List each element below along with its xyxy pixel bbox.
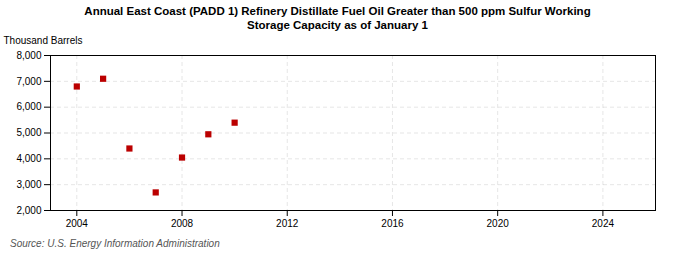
html-text:Source: U.S. Energy Informatio: Source: U.S. Energy Information Administ… [10, 237, 220, 249]
svg-text:8,000: 8,000 [16, 49, 41, 60]
svg-text:2024: 2024 [592, 217, 615, 228]
svg-text:Thousand Barrels: Thousand Barrels [4, 34, 83, 45]
svg-text:2020: 2020 [487, 217, 510, 228]
svg-text:5,000: 5,000 [16, 127, 41, 138]
svg-text:2016: 2016 [381, 217, 404, 228]
svg-text:6,000: 6,000 [16, 101, 41, 112]
svg-text:3,000: 3,000 [16, 179, 41, 190]
svg-text:7,000: 7,000 [16, 75, 41, 86]
svg-text:2004: 2004 [66, 217, 89, 228]
svg-text:2008: 2008 [171, 217, 194, 228]
svg-text:2,000: 2,000 [16, 204, 41, 215]
html-text:Annual East Coast (PADD 1) Ref: Annual East Coast (PADD 1) Refinery Dist… [84, 5, 591, 32]
svg-text:2012: 2012 [276, 217, 299, 228]
svg-text:4,000: 4,000 [16, 153, 41, 164]
